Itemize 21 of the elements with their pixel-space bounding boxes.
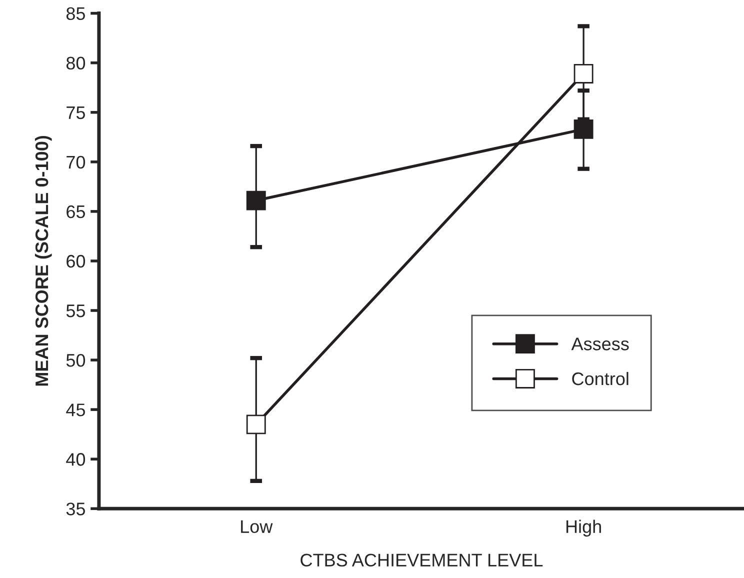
y-tick-label: 80 <box>66 56 86 70</box>
legend-label: Control <box>572 372 628 386</box>
y-tick-label: 70 <box>66 156 86 169</box>
x-tick-label: Low <box>241 520 273 534</box>
point <box>574 64 594 84</box>
y-tick-label: 45 <box>66 404 86 416</box>
legend-label: Assess <box>571 338 629 350</box>
y-tick-label: 40 <box>66 453 86 466</box>
y-tick-label: 75 <box>66 106 86 120</box>
y-tick-label: 35 <box>66 502 86 516</box>
y-tick-label: 60 <box>66 254 86 268</box>
point <box>574 119 594 139</box>
y-tick-label: 85 <box>66 7 86 20</box>
y-axis-title: MEAN SCORE (SCALE 0-100) <box>34 136 52 386</box>
x-tick-label: High <box>566 520 601 537</box>
y-tick-label: 55 <box>66 304 86 318</box>
x-axis-title: CTBS ACHIEVEMENT LEVEL <box>300 554 543 567</box>
y-tick-label: 65 <box>66 205 86 218</box>
y-tick-label: 50 <box>66 354 86 367</box>
point <box>246 414 266 434</box>
point <box>246 190 266 210</box>
